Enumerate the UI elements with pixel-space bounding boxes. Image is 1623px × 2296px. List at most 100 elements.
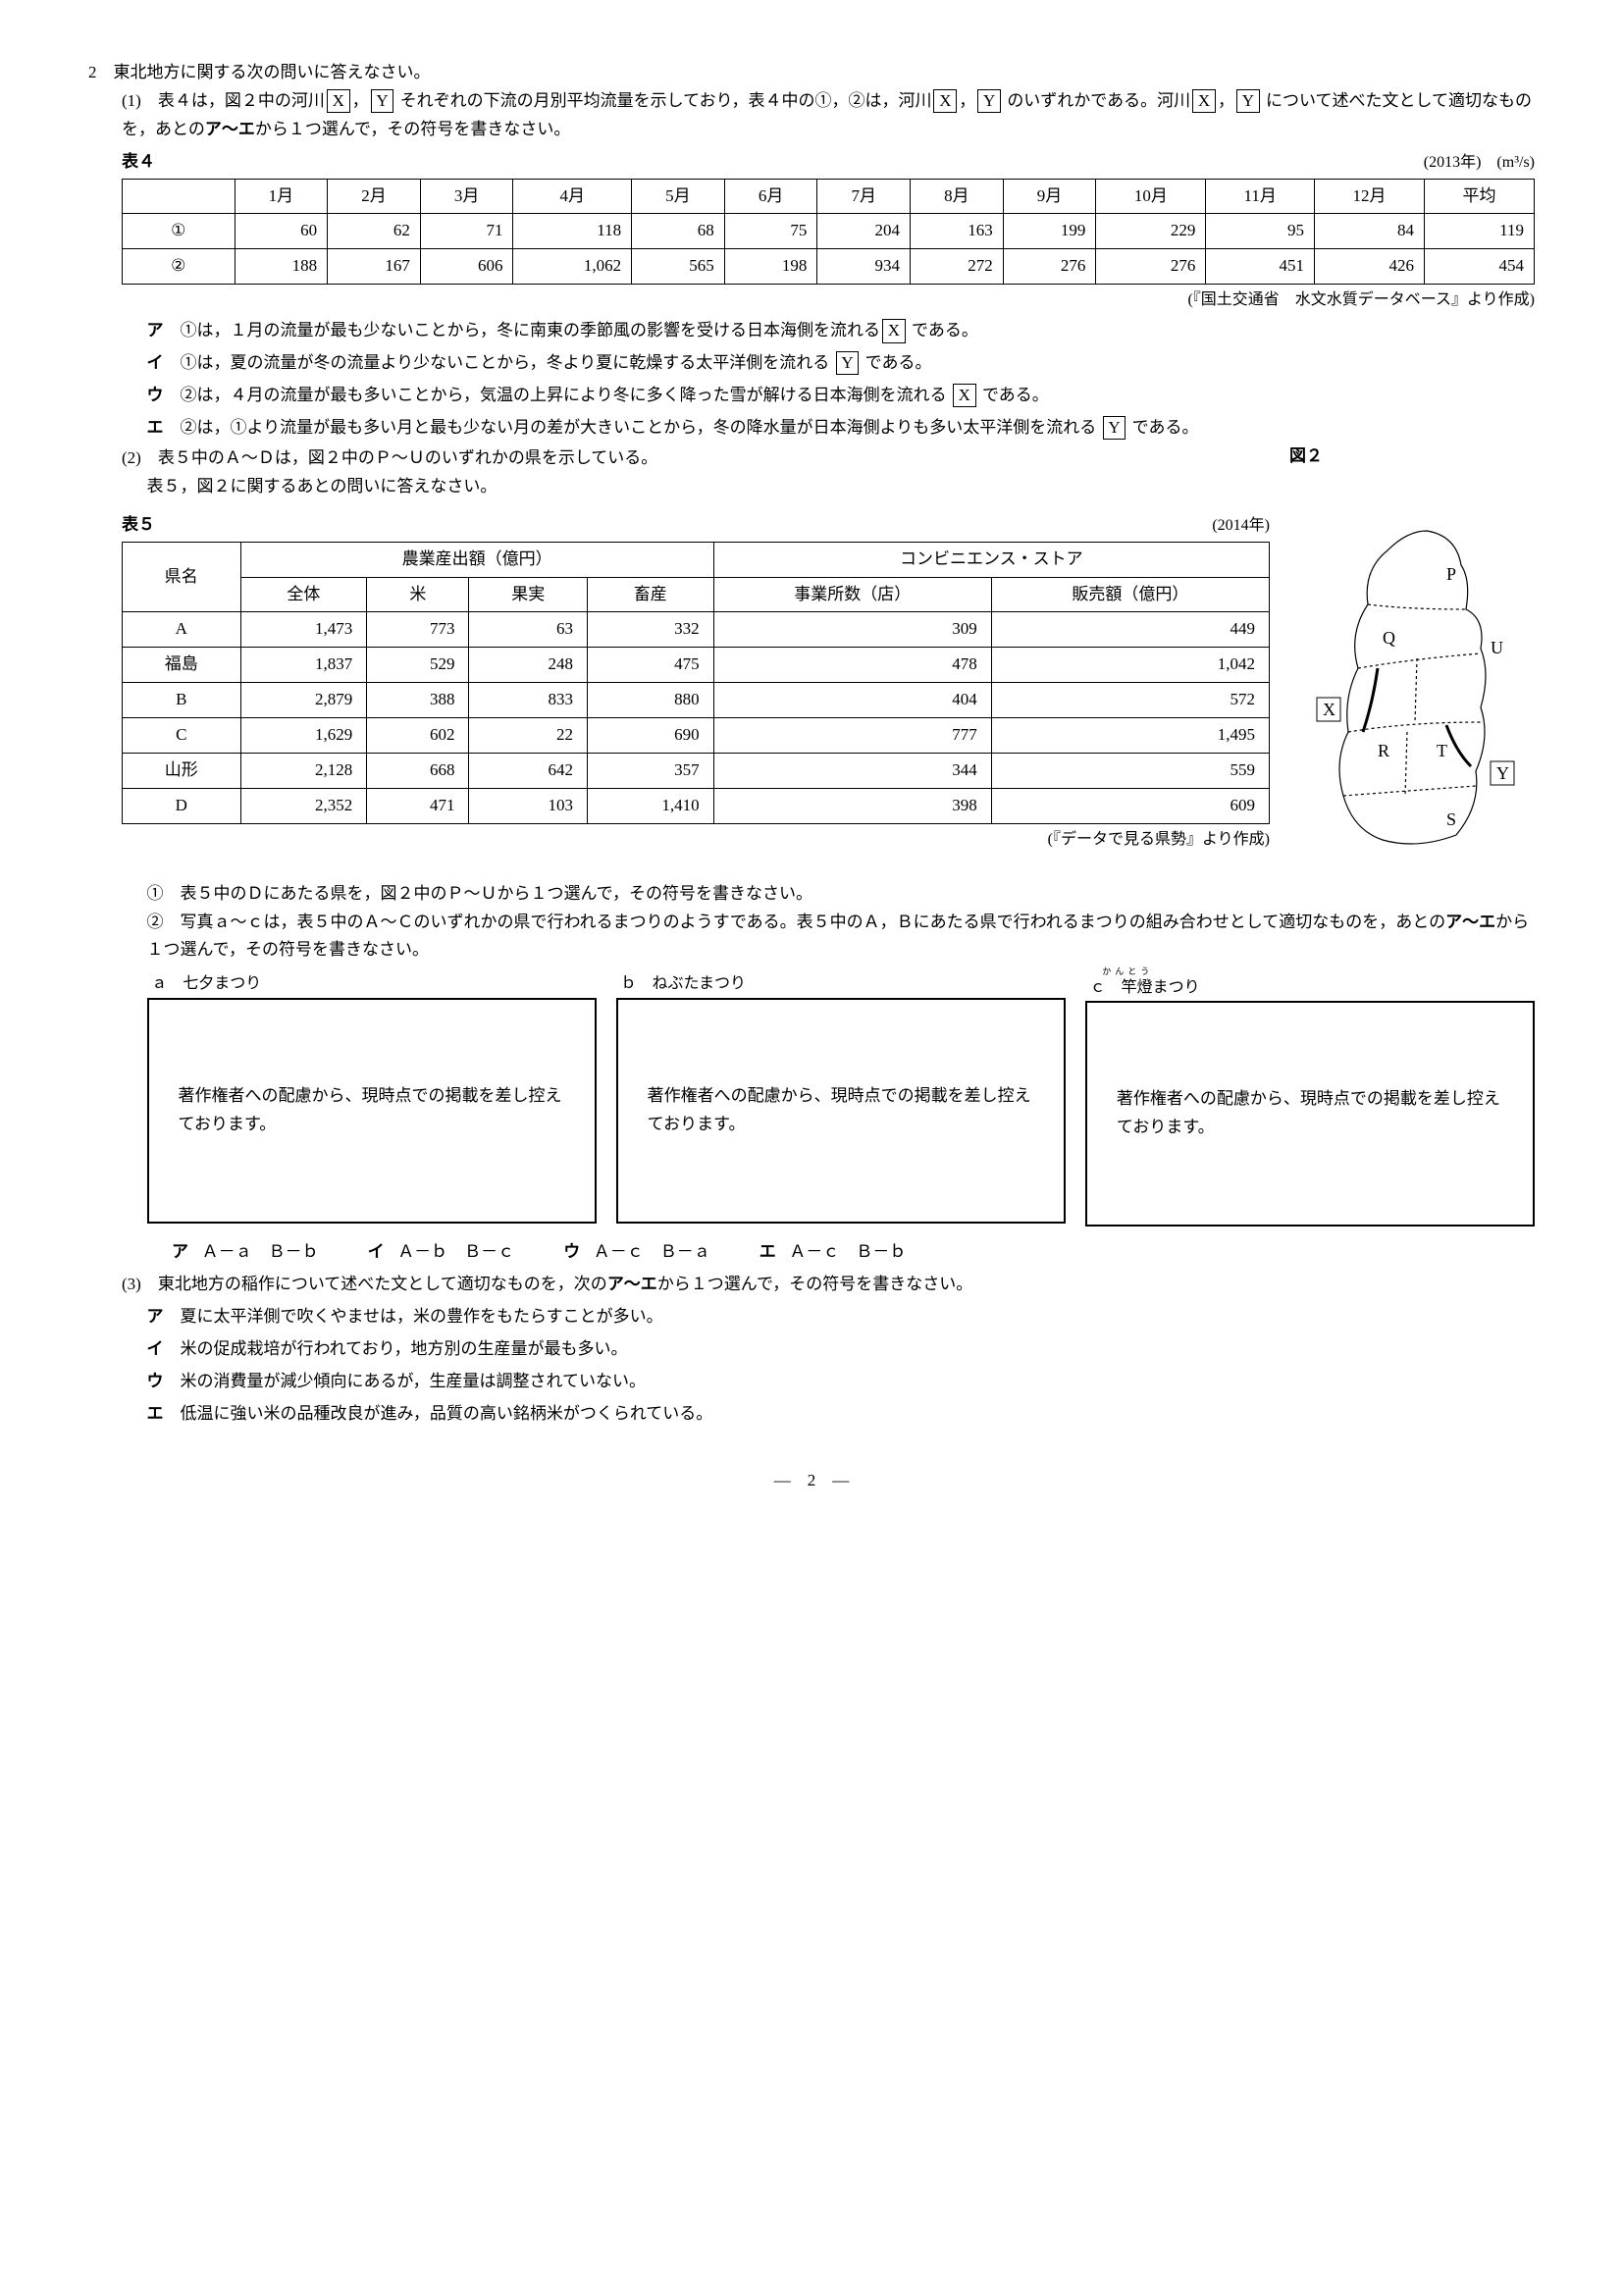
cell: 565 [632,249,725,285]
cell: 332 [587,612,713,648]
fig2-map: P Q U R T S X Y [1289,511,1535,874]
b: ア～エ [607,1275,657,1293]
t: 米の消費量が減少傾向にあるが，生産量は調整されていない。 [181,1368,1536,1396]
cell: 2,879 [240,683,367,718]
t: (1) 表４は，図２中の河川 [122,91,325,110]
h: 果実 [469,577,588,612]
box: Y [1103,416,1126,440]
cell: 1,042 [991,648,1269,683]
photo-placeholder: 著作権者への配慮から、現時点での掲載を差し控えております。 [1085,1001,1535,1226]
t: から１つ選んで，その符号を書きなさい。 [255,120,570,138]
q2-2-q1: ① 表５中のＤにあたる県を，図２中のＰ～Ｕから１つ選んで，その符号を書きなさい。 [88,880,1535,909]
t: Ａ－ａ Ｂ－ｂ [202,1242,319,1261]
option-a: ア ①は，１月の流量が最も少ないことから，冬に南東の季節風の影響を受ける日本海側… [88,317,1535,345]
box: Y [836,351,860,375]
th: 9月 [1003,179,1096,214]
q3-opt-u: ウ米の消費量が減少傾向にあるが，生産量は調整されていない。 [88,1368,1535,1396]
cell: 272 [911,249,1004,285]
cell: 773 [367,612,469,648]
map-label-q: Q [1383,628,1395,648]
cell: 478 [713,648,991,683]
combo-options: アＡ－ａ Ｂ－ｂ イＡ－ｂ Ｂ－ｃ ウＡ－ｃ Ｂ－ａ エＡ－ｃ Ｂ－ｂ [88,1238,1535,1267]
cell: 163 [911,214,1004,249]
map-box-x: X [1323,700,1335,719]
photo-b: ｂ ねぶたまつり 著作権者への配慮から、現時点での掲載を差し控えております。 [616,970,1066,1226]
cell: 204 [817,214,911,249]
table5-label: 表５ [122,511,155,540]
table5-year: (2014年) [1212,512,1270,539]
cell: 75 [724,214,817,249]
q3-opt-i: イ米の促成栽培が行われており，地方別の生産量が最も多い。 [88,1335,1535,1364]
box-x: X [327,89,350,113]
l: ウ [147,1368,181,1396]
th: 平均 [1424,179,1534,214]
row-label: 福島 [123,648,241,683]
cell: 1,410 [587,788,713,823]
t: である。 [1127,418,1198,437]
cell: 63 [469,612,588,648]
cell: 309 [713,612,991,648]
photo-placeholder: 著作権者への配慮から、現時点での掲載を差し控えております。 [616,998,1066,1224]
opt-label: ウ [147,382,181,410]
copyright-notice: 著作権者への配慮から、現時点での掲載を差し控えております。 [1117,1085,1503,1142]
t: Ａ－ｃ Ｂ－ｂ [789,1242,906,1261]
th: 11月 [1206,179,1315,214]
t: のいずれかである。河川 [1003,91,1190,110]
cell: 84 [1315,214,1425,249]
l: ア [147,1303,181,1331]
row-label: ① [123,214,236,249]
th: 10月 [1096,179,1206,214]
fig2-label: 図２ [1289,443,1535,471]
box-y: Y [977,89,1001,113]
cell: 572 [991,683,1269,718]
opt-label: エ [147,414,181,443]
t: である。 [861,353,931,372]
th: 3月 [420,179,513,214]
t: 夏に太平洋側で吹くやませは，米の豊作をもたらすことが多い。 [181,1303,1536,1331]
photo-a: ａ 七夕まつり 著作権者への配慮から、現時点での掲載を差し控えております。 [147,970,597,1226]
cell: 248 [469,648,588,683]
ruby: かんとう [1090,970,1535,974]
option-e: エ ②は，①より流量が最も多い月と最も少ない月の差が大きいことから，冬の降水量が… [88,414,1535,443]
cell: 404 [713,683,991,718]
cell: 642 [469,754,588,789]
q2-2-lead1: (2) 表５中のＡ～Ｄは，図２中のＰ～Ｕのいずれかの県を示している。 [88,444,1289,473]
opt-label: イ [147,349,181,378]
h: 畜産 [587,577,713,612]
row-label: ② [123,249,236,285]
cell: 276 [1003,249,1096,285]
th: 4月 [513,179,632,214]
map-box-y: Y [1496,763,1509,783]
cell: 426 [1315,249,1425,285]
cell: 229 [1096,214,1206,249]
question-2-header: 2 東北地方に関する次の問いに答えなさい。 [88,59,1535,87]
cell: 22 [469,718,588,754]
box: X [953,384,976,407]
cap: ｃ 竿燈まつり [1090,979,1200,996]
th: 6月 [724,179,817,214]
box-y: Y [371,89,394,113]
th [123,179,236,214]
h: 県名 [123,542,241,612]
page-number: — 2 — [88,1467,1535,1495]
t: それぞれの下流の月別平均流量を示しており，表４中の①，②は，河川 [395,91,931,110]
h: 販売額（億円） [991,577,1269,612]
cell: 471 [367,788,469,823]
map-label-r: R [1378,741,1389,760]
option-u: ウ ②は，４月の流量が最も多いことから，気温の上昇により冬に多く降った雪が解ける… [88,382,1535,410]
cell: 606 [420,249,513,285]
l: イ [147,1335,181,1364]
box-y: Y [1236,89,1260,113]
th: 1月 [235,179,328,214]
cell: 95 [1206,214,1315,249]
l: ウ [563,1242,580,1261]
bold: ア～エ [205,120,255,138]
q2-3-lead: (3) 東北地方の稲作について述べた文として適切なものを，次のア～エから１つ選ん… [88,1271,1535,1299]
table4-unit: (2013年) (m³/s) [1424,149,1535,176]
cell: 103 [469,788,588,823]
cell: 690 [587,718,713,754]
table-5: 県名 農業産出額（億円） コンビニエンス・ストア 全体 米 果実 畜産 事業所数… [122,542,1270,824]
photo-placeholder: 著作権者への配慮から、現時点での掲載を差し控えております。 [147,998,597,1224]
cell: 1,473 [240,612,367,648]
map-label-t: T [1437,741,1447,760]
